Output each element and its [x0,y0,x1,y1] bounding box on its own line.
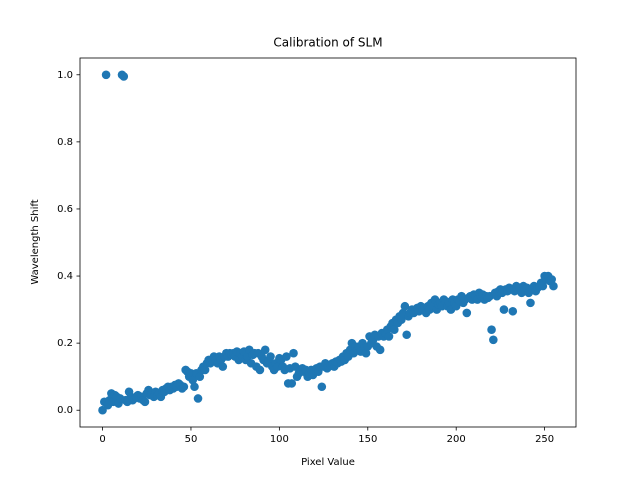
data-point [193,394,203,403]
data-point [101,70,111,80]
data-point [499,305,509,314]
data-point [489,335,498,345]
y-tick-label: 1.0 [57,70,73,81]
data-point [397,315,406,324]
data-point [390,325,399,335]
data-point [255,365,265,375]
data-point [195,372,205,381]
data-point [384,332,394,341]
data-point [200,365,210,375]
data-point [361,348,371,358]
y-tick-label: 0.0 [57,405,73,416]
data-point [508,306,518,316]
data-point [547,275,556,284]
data-point [287,379,297,388]
data-point [462,308,472,318]
data-point [538,281,548,291]
data-point [266,352,275,361]
x-axis-label: Pixel Value [301,457,355,468]
x-tick-label: 0 [99,434,105,445]
chart-title: Calibration of SLM [273,36,382,50]
x-tick-label: 200 [447,434,466,445]
data-point [549,281,558,291]
data-point [119,72,129,81]
y-tick-label: 0.6 [57,204,73,215]
data-point [179,382,189,392]
data-point [289,348,298,358]
data-point [402,330,411,340]
data-point [526,298,535,308]
data-point [188,375,198,385]
data-point [400,301,410,311]
data-point [375,345,385,355]
data-point [218,362,228,371]
y-tick-label: 0.4 [57,271,73,282]
data-point [190,382,199,392]
y-tick-label: 0.8 [57,137,73,148]
data-point [487,325,496,335]
data-point [317,382,327,392]
x-tick-label: 50 [185,434,198,445]
data-point [260,345,270,355]
y-tick-label: 0.2 [57,338,73,349]
data-point [282,352,291,361]
y-axis-label: Wavelength Shift [30,199,41,284]
x-tick-label: 250 [535,434,554,445]
x-tick-label: 100 [270,434,289,445]
x-tick-label: 150 [358,434,377,445]
plot-frame [79,57,577,428]
data-point [140,397,150,407]
